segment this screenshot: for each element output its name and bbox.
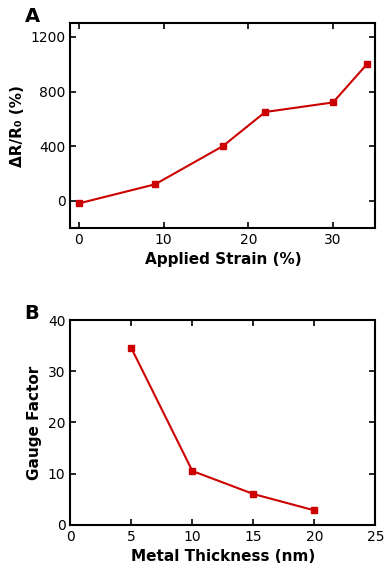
X-axis label: Applied Strain (%): Applied Strain (%)	[145, 252, 301, 268]
Text: A: A	[25, 7, 40, 26]
Y-axis label: Gauge Factor: Gauge Factor	[27, 366, 42, 479]
Y-axis label: ΔR/R₀ (%): ΔR/R₀ (%)	[10, 85, 25, 167]
X-axis label: Metal Thickness (nm): Metal Thickness (nm)	[131, 549, 315, 564]
Text: B: B	[25, 304, 39, 322]
